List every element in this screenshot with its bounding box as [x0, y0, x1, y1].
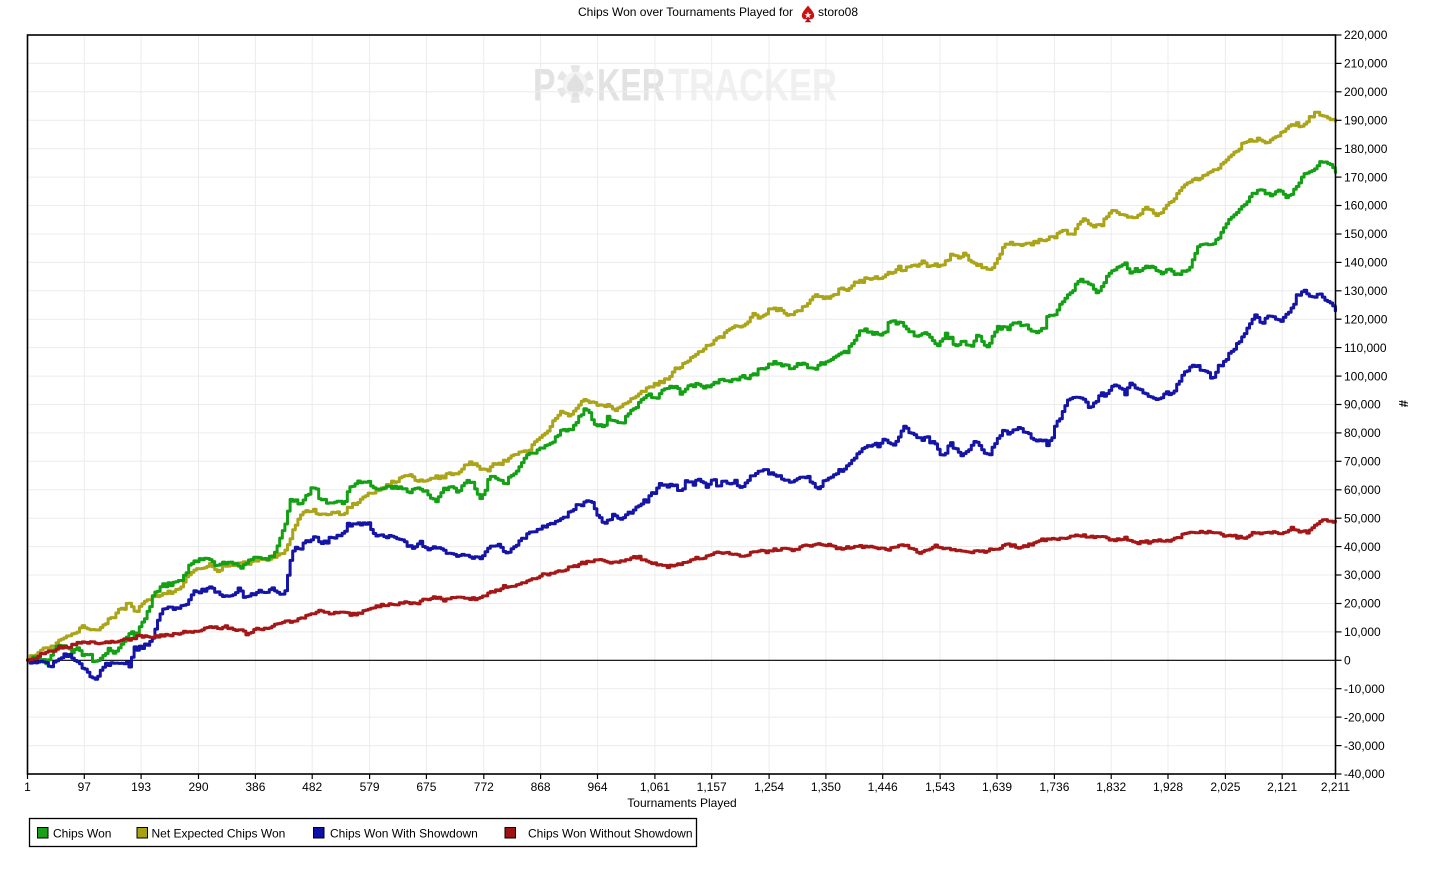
svg-text:97: 97 — [78, 780, 92, 794]
svg-text:190,000: 190,000 — [1344, 114, 1388, 128]
svg-text:120,000: 120,000 — [1344, 312, 1388, 326]
svg-text:0: 0 — [1344, 654, 1351, 668]
svg-text:Chips Won With Showdown: Chips Won With Showdown — [330, 827, 478, 841]
svg-text:Chips Won: Chips Won — [53, 827, 111, 841]
svg-text:160,000: 160,000 — [1344, 199, 1388, 213]
svg-text:1,350: 1,350 — [811, 780, 841, 794]
svg-text:10,000: 10,000 — [1344, 625, 1381, 639]
svg-text:Chips Won over Tournaments Pla: Chips Won over Tournaments Played for — [578, 5, 793, 19]
svg-text:-10,000: -10,000 — [1344, 682, 1385, 696]
svg-text:P: P — [533, 60, 556, 111]
svg-text:210,000: 210,000 — [1344, 57, 1388, 71]
svg-text:579: 579 — [360, 780, 380, 794]
svg-text:30,000: 30,000 — [1344, 568, 1381, 582]
svg-text:1,543: 1,543 — [925, 780, 955, 794]
svg-text:90,000: 90,000 — [1344, 398, 1381, 412]
svg-text:2,025: 2,025 — [1210, 780, 1240, 794]
svg-text:1,832: 1,832 — [1096, 780, 1126, 794]
svg-text:1,061: 1,061 — [640, 780, 670, 794]
svg-text:50,000: 50,000 — [1344, 511, 1381, 525]
svg-text:TRACKER: TRACKER — [668, 60, 837, 111]
svg-text:200,000: 200,000 — [1344, 85, 1388, 99]
svg-text:1,446: 1,446 — [868, 780, 898, 794]
svg-text:KER: KER — [597, 60, 665, 111]
svg-text:964: 964 — [587, 780, 607, 794]
svg-text:675: 675 — [416, 780, 436, 794]
svg-text:20,000: 20,000 — [1344, 597, 1381, 611]
svg-text:storo08: storo08 — [818, 5, 858, 19]
svg-text:-30,000: -30,000 — [1344, 739, 1385, 753]
svg-text:772: 772 — [474, 780, 494, 794]
svg-text:1,254: 1,254 — [754, 780, 784, 794]
svg-text:868: 868 — [531, 780, 551, 794]
svg-text:60,000: 60,000 — [1344, 483, 1381, 497]
svg-text:Chips Won Without Showdown: Chips Won Without Showdown — [528, 827, 693, 841]
svg-text:290: 290 — [188, 780, 208, 794]
svg-text:140,000: 140,000 — [1344, 256, 1388, 270]
svg-text:1,928: 1,928 — [1153, 780, 1183, 794]
svg-text:1,639: 1,639 — [982, 780, 1012, 794]
svg-text:130,000: 130,000 — [1344, 284, 1388, 298]
svg-text:Net Expected Chips Won: Net Expected Chips Won — [152, 827, 286, 841]
svg-text:180,000: 180,000 — [1344, 142, 1388, 156]
svg-text:386: 386 — [245, 780, 265, 794]
svg-text:170,000: 170,000 — [1344, 170, 1388, 184]
svg-text:220,000: 220,000 — [1344, 28, 1388, 42]
svg-text:1,157: 1,157 — [697, 780, 727, 794]
svg-text:-40,000: -40,000 — [1344, 767, 1385, 781]
svg-text:1,736: 1,736 — [1039, 780, 1069, 794]
svg-text:193: 193 — [131, 780, 151, 794]
svg-text:#: # — [1396, 400, 1411, 408]
svg-text:482: 482 — [302, 780, 322, 794]
svg-text:Tournaments Played: Tournaments Played — [627, 796, 736, 810]
svg-text:70,000: 70,000 — [1344, 455, 1381, 469]
svg-text:40,000: 40,000 — [1344, 540, 1381, 554]
svg-text:-20,000: -20,000 — [1344, 710, 1385, 724]
svg-text:2,121: 2,121 — [1267, 780, 1297, 794]
svg-text:1: 1 — [24, 780, 31, 794]
svg-text:2,211: 2,211 — [1321, 780, 1350, 794]
svg-text:80,000: 80,000 — [1344, 426, 1381, 440]
svg-text:150,000: 150,000 — [1344, 227, 1388, 241]
svg-text:110,000: 110,000 — [1344, 341, 1387, 355]
svg-text:100,000: 100,000 — [1344, 369, 1388, 383]
